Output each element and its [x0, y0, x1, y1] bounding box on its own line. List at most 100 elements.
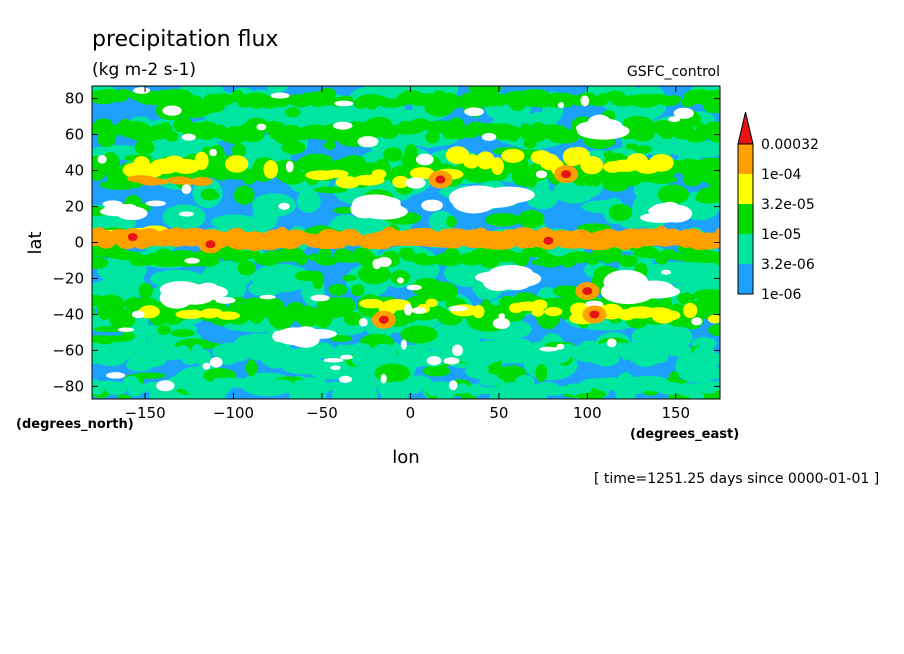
dry-speck: [448, 380, 458, 391]
precip-field: [92, 86, 720, 399]
dry-region: [118, 203, 140, 220]
x-tick-label: 0: [406, 404, 416, 422]
field-cell: [357, 264, 391, 285]
itcz-cell: [331, 233, 349, 249]
field-band-cell: [263, 160, 279, 179]
field-band-cell: [515, 374, 535, 389]
field-band-cell: [705, 124, 720, 143]
dry-speck: [285, 160, 294, 173]
dry-speck: [310, 294, 330, 302]
colorbar-swatch: [738, 204, 753, 234]
field-band-cell: [661, 310, 681, 321]
field-cell: [328, 283, 348, 296]
colorbar-swatch: [738, 174, 753, 204]
x-tick-label: −100: [213, 404, 254, 422]
field-band-cell: [260, 350, 277, 365]
dry-region: [483, 186, 535, 204]
colorbar-swatch: [738, 264, 753, 294]
dry-speck: [405, 177, 426, 189]
field-cell: [428, 210, 455, 233]
x-tick-label: −50: [306, 404, 338, 422]
itcz-cell: [344, 231, 364, 247]
dry-speck: [396, 277, 404, 284]
y-units-label: (degrees_north): [16, 417, 134, 432]
field-cell: [138, 282, 153, 299]
colorbar-swatch: [738, 144, 753, 174]
field-cell: [116, 394, 131, 399]
dry-speck: [156, 380, 175, 392]
dry-speck: [556, 343, 565, 350]
x-tick-label: −150: [124, 404, 165, 422]
field-band-cell: [476, 151, 495, 170]
x-tick-label: 100: [573, 404, 602, 422]
field-band-cell: [315, 256, 338, 266]
field-cell: [285, 107, 301, 118]
field-band-cell: [338, 297, 356, 314]
field-band-cell: [160, 344, 180, 361]
dry-speck: [376, 256, 392, 268]
maximum-core: [127, 233, 138, 242]
colorbar-label: 3.2e-06: [761, 257, 815, 273]
field-band-cell: [365, 375, 379, 390]
field-band-cell: [580, 156, 604, 175]
field-cell: [296, 190, 321, 214]
field-cell: [696, 292, 709, 300]
field-band-cell: [171, 158, 201, 174]
dry-speck: [406, 284, 422, 291]
field-band-cell: [674, 341, 690, 355]
maximum-core: [378, 315, 389, 324]
field-band-cell: [194, 151, 209, 170]
maximum-core: [589, 310, 600, 319]
dry-speck: [117, 327, 135, 332]
dry-speck: [181, 184, 192, 195]
field-cell: [695, 192, 719, 204]
colorbar-label: 1e-04: [761, 167, 801, 183]
field-cell: [446, 215, 457, 228]
dry-speck: [198, 282, 218, 291]
field-band-cell: [619, 255, 638, 268]
field-cell: [535, 363, 548, 383]
field-band-cell: [104, 381, 128, 396]
dry-speck: [580, 95, 590, 107]
dry-speck: [102, 200, 123, 208]
field-band-cell: [115, 88, 133, 99]
chart-title: precipitation flux: [92, 27, 278, 52]
field-band-cell: [519, 89, 550, 100]
dry-speck: [215, 297, 236, 304]
field-band-cell: [425, 298, 438, 308]
dry-speck: [421, 199, 443, 212]
dry-speck: [400, 339, 407, 350]
field-cell: [411, 277, 444, 297]
dry-speck: [661, 201, 679, 211]
field-cell: [608, 203, 633, 221]
field-band-cell: [208, 93, 236, 106]
field-cell: [312, 270, 324, 290]
field-band-cell: [532, 299, 548, 311]
x-units-label: (degrees_east): [630, 427, 739, 442]
x-tick-label: 50: [489, 404, 508, 422]
field-band-cell: [227, 377, 249, 388]
field-band-cell: [109, 308, 136, 330]
field-band-cell: [617, 342, 646, 354]
dry-speck: [448, 305, 468, 312]
dry-speck: [426, 356, 442, 366]
dry-speck: [270, 92, 290, 99]
field-band-cell: [435, 95, 466, 109]
field-band-cell: [193, 255, 220, 267]
field-band-cell: [216, 311, 240, 320]
maximum-core: [435, 175, 446, 184]
y-tick-label: −40: [52, 305, 84, 323]
dry-speck: [202, 362, 211, 370]
field-band-cell: [413, 376, 433, 389]
field-band-cell: [379, 124, 399, 139]
field-band-cell: [628, 377, 647, 389]
field-band-cell: [707, 314, 720, 324]
y-tick-label: −80: [52, 377, 84, 395]
field-cell: [179, 104, 192, 117]
dry-speck: [464, 107, 484, 117]
field-cell: [649, 136, 673, 160]
dry-speck: [481, 132, 497, 141]
field-band-cell: [552, 129, 581, 144]
field-band-cell: [293, 379, 310, 388]
field-band-cell: [343, 311, 363, 326]
